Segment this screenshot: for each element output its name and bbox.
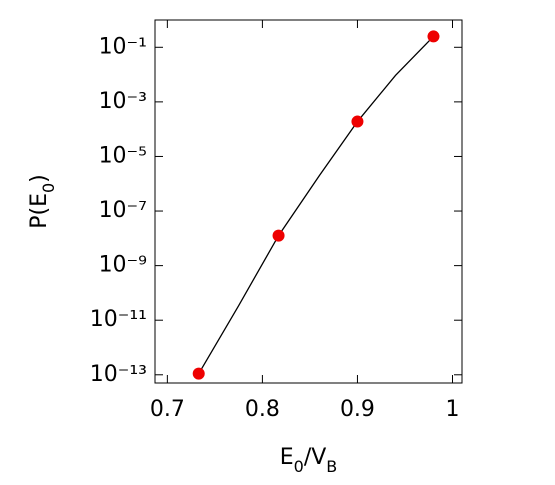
x-tick-label: 0.7 — [150, 397, 185, 422]
y-tick-label: 10⁻⁹ — [99, 253, 147, 278]
plot-frame — [154, 19, 463, 384]
x-axis-label-part: /V — [304, 445, 326, 470]
x-tick-label: 0.9 — [340, 397, 375, 422]
x-axis-label-part: 0 — [294, 457, 304, 476]
y-axis-label-part: 0 — [39, 183, 58, 193]
y-axis-label-part: P(E — [27, 193, 52, 229]
x-tick-label: 0.8 — [245, 397, 280, 422]
y-tick-label: 10⁻¹ — [99, 34, 147, 59]
x-tick-label: 1 — [445, 397, 459, 422]
y-axis-label-part: ) — [27, 174, 52, 183]
x-axis-label: E0/VB — [280, 445, 338, 476]
point — [272, 229, 285, 242]
x-axis-label-part: B — [326, 457, 337, 476]
y-tick-label: 10⁻¹¹ — [90, 307, 147, 332]
x-axis-label-part: E — [280, 445, 294, 470]
y-axis-label: P(E0) — [27, 174, 58, 229]
point — [192, 367, 205, 380]
curve — [198, 35, 434, 374]
y-tick-label: 10⁻¹³ — [90, 362, 147, 387]
y-tick-label: 10⁻⁵ — [99, 143, 147, 168]
point — [427, 30, 440, 43]
y-tick-label: 10⁻³ — [99, 89, 147, 114]
point — [351, 115, 364, 128]
y-tick-label: 10⁻⁷ — [99, 198, 147, 223]
